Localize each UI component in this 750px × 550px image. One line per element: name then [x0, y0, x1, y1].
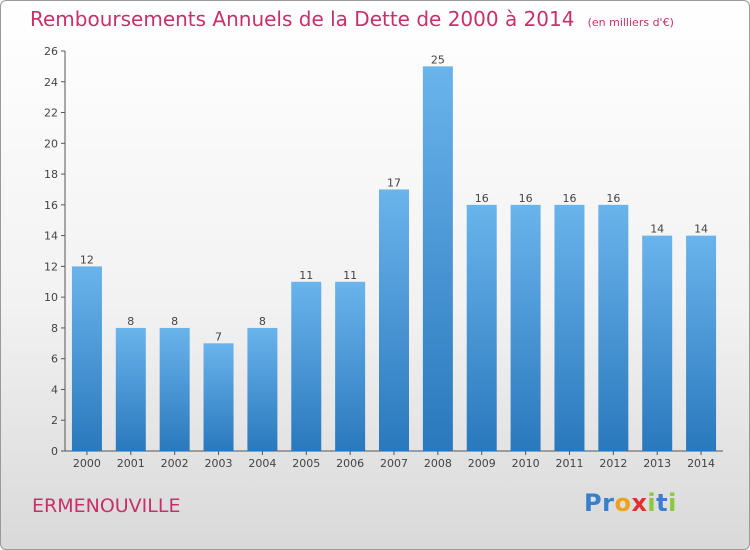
data-label: 8	[259, 315, 266, 328]
bar-2004	[247, 327, 278, 451]
data-label: 12	[80, 253, 94, 266]
logo-letter: o	[614, 489, 632, 517]
data-label: 11	[343, 269, 357, 282]
logo-letter: i	[668, 489, 677, 517]
x-tick-label: 2008	[424, 457, 452, 470]
bar-2005	[291, 281, 322, 451]
bar-2007	[379, 189, 409, 451]
x-tick-label: 2000	[73, 457, 101, 470]
x-tick-label: 2012	[599, 457, 627, 470]
y-tick-label: 18	[44, 168, 58, 181]
x-tick-label: 2010	[512, 457, 540, 470]
y-tick-label: 6	[51, 353, 58, 366]
chart-unit: (en milliers d'€)	[587, 16, 674, 29]
x-tick-label: 2013	[643, 457, 671, 470]
x-tick-label: 2002	[161, 457, 189, 470]
y-tick-label: 2	[51, 414, 58, 427]
title-row: Remboursements Annuels de la Dette de 20…	[30, 7, 674, 31]
y-tick-label: 24	[44, 76, 58, 89]
logo-letter: r	[602, 489, 615, 517]
x-tick-label: 2006	[336, 457, 364, 470]
y-tick-label: 22	[44, 107, 58, 120]
logo-letter: x	[631, 489, 648, 517]
x-tick-label: 2005	[292, 457, 320, 470]
data-label: 16	[475, 192, 489, 205]
data-label: 16	[519, 192, 533, 205]
y-tick-label: 0	[51, 445, 58, 458]
data-label: 16	[606, 192, 620, 205]
commune-name: ERMENOUVILLE	[32, 495, 181, 517]
data-label: 17	[387, 176, 401, 189]
chart-title: Remboursements Annuels de la Dette de 20…	[30, 7, 575, 31]
data-label: 16	[562, 192, 576, 205]
bar-2008	[422, 66, 453, 451]
y-tick-label: 10	[44, 291, 58, 304]
y-tick-label: 4	[51, 383, 58, 396]
data-label: 14	[650, 223, 664, 236]
logo-letter: t	[656, 489, 669, 517]
x-tick-label: 2009	[468, 457, 496, 470]
bar-2011	[554, 204, 585, 451]
x-tick-label: 2014	[687, 457, 715, 470]
y-tick-label: 12	[44, 260, 58, 273]
data-label: 14	[694, 223, 708, 236]
bar-2010	[510, 204, 541, 451]
bar-2000	[71, 266, 102, 451]
data-label: 11	[299, 269, 313, 282]
bar-2012	[598, 204, 629, 451]
bar-2001	[115, 327, 146, 451]
bar-2014	[686, 235, 717, 451]
bars	[71, 66, 717, 451]
data-label: 25	[431, 53, 445, 66]
bar-2013	[642, 235, 673, 451]
x-tick-label: 2007	[380, 457, 408, 470]
x-tick-label: 2011	[555, 457, 583, 470]
x-tick-label: 2003	[205, 457, 233, 470]
logo-letter: P	[584, 489, 603, 517]
proxiti-logo[interactable]: Proxiti	[584, 489, 677, 517]
y-tick-label: 14	[44, 230, 58, 243]
data-label: 7	[215, 330, 222, 343]
bar-2006	[335, 281, 366, 451]
y-tick-label: 8	[51, 322, 58, 335]
y-tick-label: 16	[44, 199, 58, 212]
y-tick-label: 20	[44, 137, 58, 150]
bar-2002	[159, 327, 190, 451]
data-labels: 12 8 8 7 8 11 11 17 25 16 16 16 16 14 14	[80, 53, 708, 343]
x-tick-label: 2004	[248, 457, 276, 470]
x-tick-label: 2001	[117, 457, 145, 470]
logo-letter: i	[647, 489, 657, 517]
bar-2009	[466, 204, 497, 451]
data-label: 8	[171, 315, 178, 328]
y-tick-label: 26	[44, 45, 58, 58]
bar-2003	[203, 343, 234, 451]
data-label: 8	[127, 315, 134, 328]
x-axis: 2000 2001 2002 2003 2004 2005 2006 2007 2008 2009…	[65, 450, 723, 470]
